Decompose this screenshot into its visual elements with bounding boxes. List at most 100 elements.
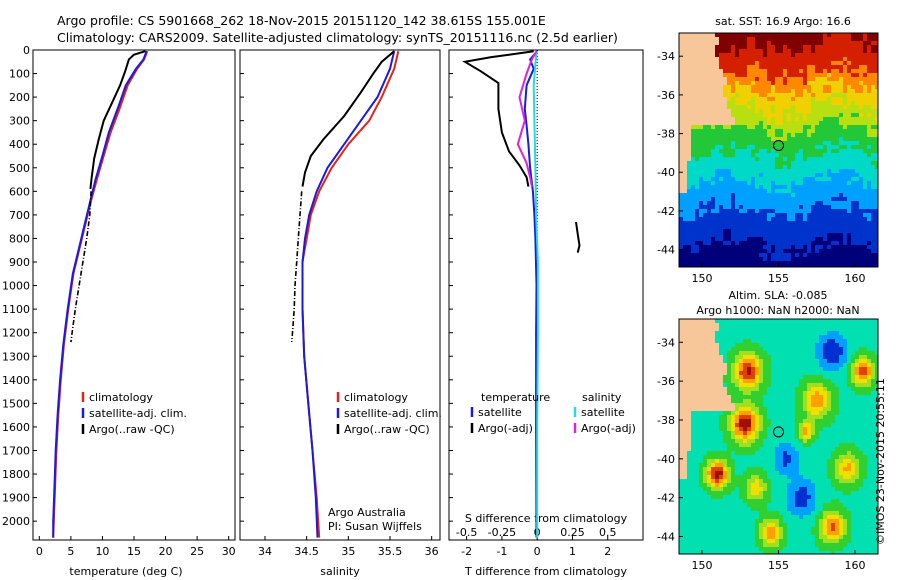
sla_map-cell	[811, 451, 816, 456]
sla_map-cell	[747, 395, 752, 400]
sla_map-cell	[863, 375, 868, 380]
sst_map-cell	[847, 241, 852, 246]
sst_map-cell	[855, 45, 860, 50]
sst_map-cell	[839, 165, 844, 170]
sla_map-cell	[679, 407, 684, 412]
sla_map-cell	[711, 447, 716, 452]
sla_map-cell	[803, 447, 808, 452]
sla_map-cell	[683, 439, 688, 444]
sst_map-cell	[679, 169, 684, 174]
sst_map-cell	[771, 233, 776, 238]
sla_map-cell	[791, 343, 796, 348]
sla_map-cell	[787, 415, 792, 420]
sla_map-cell	[723, 411, 728, 416]
sla_map-cell	[751, 447, 756, 452]
sst_map-cell	[747, 165, 752, 170]
sst_map-cell	[707, 65, 712, 70]
sla_map-cell	[807, 343, 812, 348]
sst_map-cell	[811, 125, 816, 130]
sst_map-cell	[803, 177, 808, 182]
sst_map-cell	[815, 141, 820, 146]
sst_map-cell	[711, 117, 716, 122]
sla_map-cell	[811, 439, 816, 444]
sla_map-cell	[707, 339, 712, 344]
sst_map-cell	[719, 177, 724, 182]
sst_map-cell	[767, 93, 772, 98]
sst_map-cell	[715, 61, 720, 66]
sla_map-cell	[823, 331, 828, 336]
sst_map-cell	[771, 41, 776, 46]
sla_map-cell	[831, 427, 836, 432]
sst_map-cell	[819, 205, 824, 210]
sst_map-cell	[763, 101, 768, 106]
sla_map-cell	[715, 323, 720, 328]
sst_map-cell	[851, 113, 856, 118]
sla_map-cell	[687, 451, 692, 456]
sst_map-cell	[687, 245, 692, 250]
sst_map-cell	[687, 185, 692, 190]
sst_map-cell	[815, 161, 820, 166]
sst_map-cell	[799, 57, 804, 62]
sst_map-cell	[803, 57, 808, 62]
sla_map-cell	[683, 415, 688, 420]
sst_map-cell	[763, 93, 768, 98]
sla_map-cell	[795, 335, 800, 340]
sst_map-cell	[747, 261, 752, 266]
sst_map-cell	[727, 241, 732, 246]
sla_map-cell	[775, 423, 780, 428]
sla_map-cell	[755, 375, 760, 380]
sla_map-cell	[811, 459, 816, 464]
sst_map-cell	[815, 253, 820, 258]
sla_map-cell	[867, 351, 872, 356]
sla_map-cell	[759, 443, 764, 448]
sla_map-cell	[763, 415, 768, 420]
sst_map-cell	[799, 197, 804, 202]
sst_map-cell	[699, 85, 704, 90]
sla_map-cell	[823, 351, 828, 356]
sla_map-cell	[779, 355, 784, 360]
sst_map-cell	[719, 113, 724, 118]
sst_map-cell	[691, 229, 696, 234]
sla_map-cell	[719, 391, 724, 396]
sst_map-cell	[815, 237, 820, 242]
sst_map-cell	[719, 105, 724, 110]
sla_map-cell	[775, 335, 780, 340]
sla_map-cell	[875, 447, 879, 452]
temperature-ytick-label: 1900	[2, 492, 30, 505]
sst_map-cell	[787, 121, 792, 126]
sla_map-cell	[707, 351, 712, 356]
sst_map-cell	[839, 129, 844, 134]
sst_map-cell	[803, 93, 808, 98]
sla_map-cell	[807, 423, 812, 428]
sla_map-cell	[867, 375, 872, 380]
sst_map-cell	[743, 233, 748, 238]
sla_map-cell	[863, 407, 868, 412]
temperature-ytick-label: 500	[9, 162, 30, 175]
sla_map-cell	[839, 371, 844, 376]
sla_map-cell	[703, 339, 708, 344]
sst_map-ytick-label: -36	[657, 89, 675, 102]
sst_map-cell	[763, 97, 768, 102]
sla_map-cell	[807, 383, 812, 388]
sla_map-cell	[783, 399, 788, 404]
sst_map-cell	[843, 225, 848, 230]
sst_map-cell	[863, 257, 868, 262]
sla_map-cell	[751, 443, 756, 448]
sst_map-cell	[707, 97, 712, 102]
sla_map-cell	[835, 351, 840, 356]
sla_map-cell	[691, 431, 696, 436]
sla_map-cell	[795, 363, 800, 368]
sst_map-cell	[727, 165, 732, 170]
sst_map-cell	[735, 145, 740, 150]
sst_map-cell	[783, 165, 788, 170]
sla_map-cell	[859, 351, 864, 356]
sla_map-cell	[719, 319, 724, 324]
sst_map-cell	[747, 265, 752, 268]
sla_map-cell	[819, 331, 824, 336]
sla_map-cell	[767, 387, 772, 392]
sst_map-cell	[735, 197, 740, 202]
sst_map-cell	[751, 221, 756, 226]
sla_map-cell	[871, 447, 876, 452]
sla_map-cell	[699, 403, 704, 408]
sst_map-cell	[807, 37, 812, 42]
